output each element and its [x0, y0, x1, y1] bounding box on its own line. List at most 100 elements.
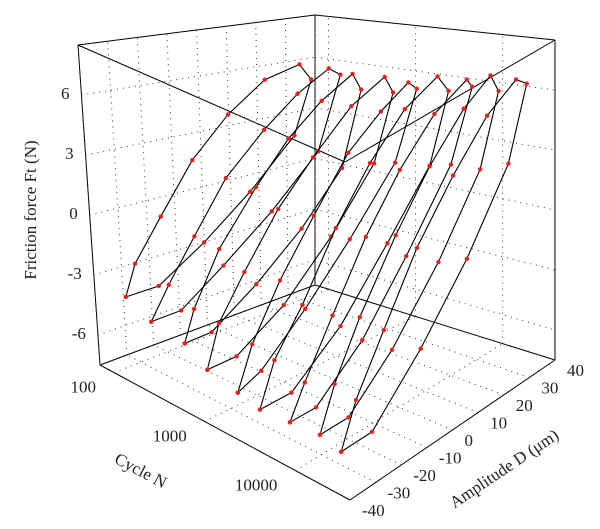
loop-point — [292, 133, 297, 138]
loop-line — [184, 73, 362, 344]
z-axis-title: Friction force Ft (N) — [21, 140, 40, 279]
grid-line — [261, 304, 504, 396]
x-tick-label: 10000 — [235, 475, 278, 494]
loop-point — [402, 106, 408, 112]
loop-point — [353, 397, 359, 403]
grid-line — [295, 343, 503, 471]
loop-point — [333, 225, 338, 231]
loop-point — [350, 71, 355, 77]
loop-point — [221, 263, 226, 268]
x-axis-title: Cycle N — [111, 449, 170, 492]
box-edge — [77, 44, 101, 366]
loop-point — [378, 109, 384, 114]
loop-point — [406, 80, 411, 85]
grid-line — [113, 288, 329, 374]
box-edge — [77, 44, 346, 163]
loop-point — [158, 214, 163, 219]
loop-point — [191, 306, 197, 312]
loop-point — [346, 415, 351, 420]
loop-point — [369, 429, 375, 434]
loop-point — [132, 261, 138, 266]
loop-point — [338, 72, 343, 77]
loop-point — [360, 337, 365, 343]
loop-point — [287, 420, 293, 425]
loop-point — [272, 358, 277, 363]
z-tick-label: 3 — [65, 144, 74, 163]
box-edge — [314, 14, 556, 41]
loop-point — [261, 127, 267, 132]
loop-point — [295, 91, 300, 96]
y-tick-label: 30 — [541, 378, 558, 397]
loop-point — [257, 407, 263, 412]
loop-point — [302, 380, 308, 385]
loop-line — [125, 63, 312, 298]
grid-line — [85, 107, 316, 156]
loop-line — [319, 74, 500, 436]
z-tick-label: -6 — [72, 324, 86, 343]
y-tick-label: 10 — [490, 413, 507, 432]
y-tick-label: -10 — [439, 448, 462, 467]
loop-point — [450, 173, 456, 178]
loop-point — [311, 213, 316, 218]
grid-line — [153, 344, 402, 466]
x-tick-label: 100 — [71, 377, 97, 396]
loop-point — [299, 226, 304, 231]
loop-point — [319, 98, 324, 104]
loop-point — [276, 206, 281, 212]
loop-point — [300, 302, 305, 308]
z-tick-label: -3 — [68, 264, 82, 283]
loop-point — [470, 84, 475, 89]
loop-point — [435, 74, 440, 79]
y-tick-label: 20 — [516, 396, 533, 415]
loop-point — [250, 342, 255, 347]
loop-point — [248, 189, 253, 194]
grid-line — [81, 56, 316, 96]
loop-point — [385, 241, 390, 246]
loop-point — [392, 160, 398, 165]
loop-point — [235, 390, 241, 395]
loop-point — [464, 77, 469, 82]
loop-point — [427, 164, 432, 169]
loop-point — [281, 302, 286, 308]
loop-point — [254, 282, 259, 287]
loop-point — [338, 323, 343, 329]
loop-point — [461, 106, 467, 111]
loop-point — [317, 432, 323, 438]
loop-line — [259, 75, 450, 411]
loop-point — [513, 77, 519, 82]
grid-line — [196, 29, 208, 326]
loop-point — [346, 150, 351, 155]
loop-point — [404, 253, 409, 259]
box-edge — [314, 284, 556, 361]
y-tick-label: -40 — [362, 501, 385, 520]
loop-point — [308, 77, 314, 82]
loop-point — [313, 405, 319, 410]
loop-point — [381, 327, 386, 333]
loop-point — [347, 237, 352, 242]
loop-point — [205, 367, 210, 372]
loop-point — [277, 278, 283, 283]
loop-point — [488, 73, 493, 78]
loop-point — [269, 209, 274, 214]
loop-point — [216, 246, 222, 252]
loop-point — [448, 162, 454, 167]
loop-point — [484, 113, 490, 118]
box-edge — [344, 39, 556, 163]
z-tick-label: 0 — [69, 204, 78, 223]
loop-point — [382, 74, 387, 80]
y-tick-label: -30 — [388, 483, 411, 502]
loop-point — [397, 167, 403, 173]
loop-line — [289, 78, 473, 423]
loop-point — [332, 381, 337, 387]
loop-point — [297, 62, 302, 67]
loop-point — [123, 294, 129, 300]
box-edge — [99, 364, 351, 501]
loop-point — [389, 347, 395, 353]
loop-point — [192, 234, 197, 239]
loop-point — [349, 104, 354, 109]
loop-point — [464, 256, 470, 262]
loop-point — [357, 314, 363, 320]
loop-point — [259, 368, 264, 373]
loop-point — [253, 185, 259, 190]
